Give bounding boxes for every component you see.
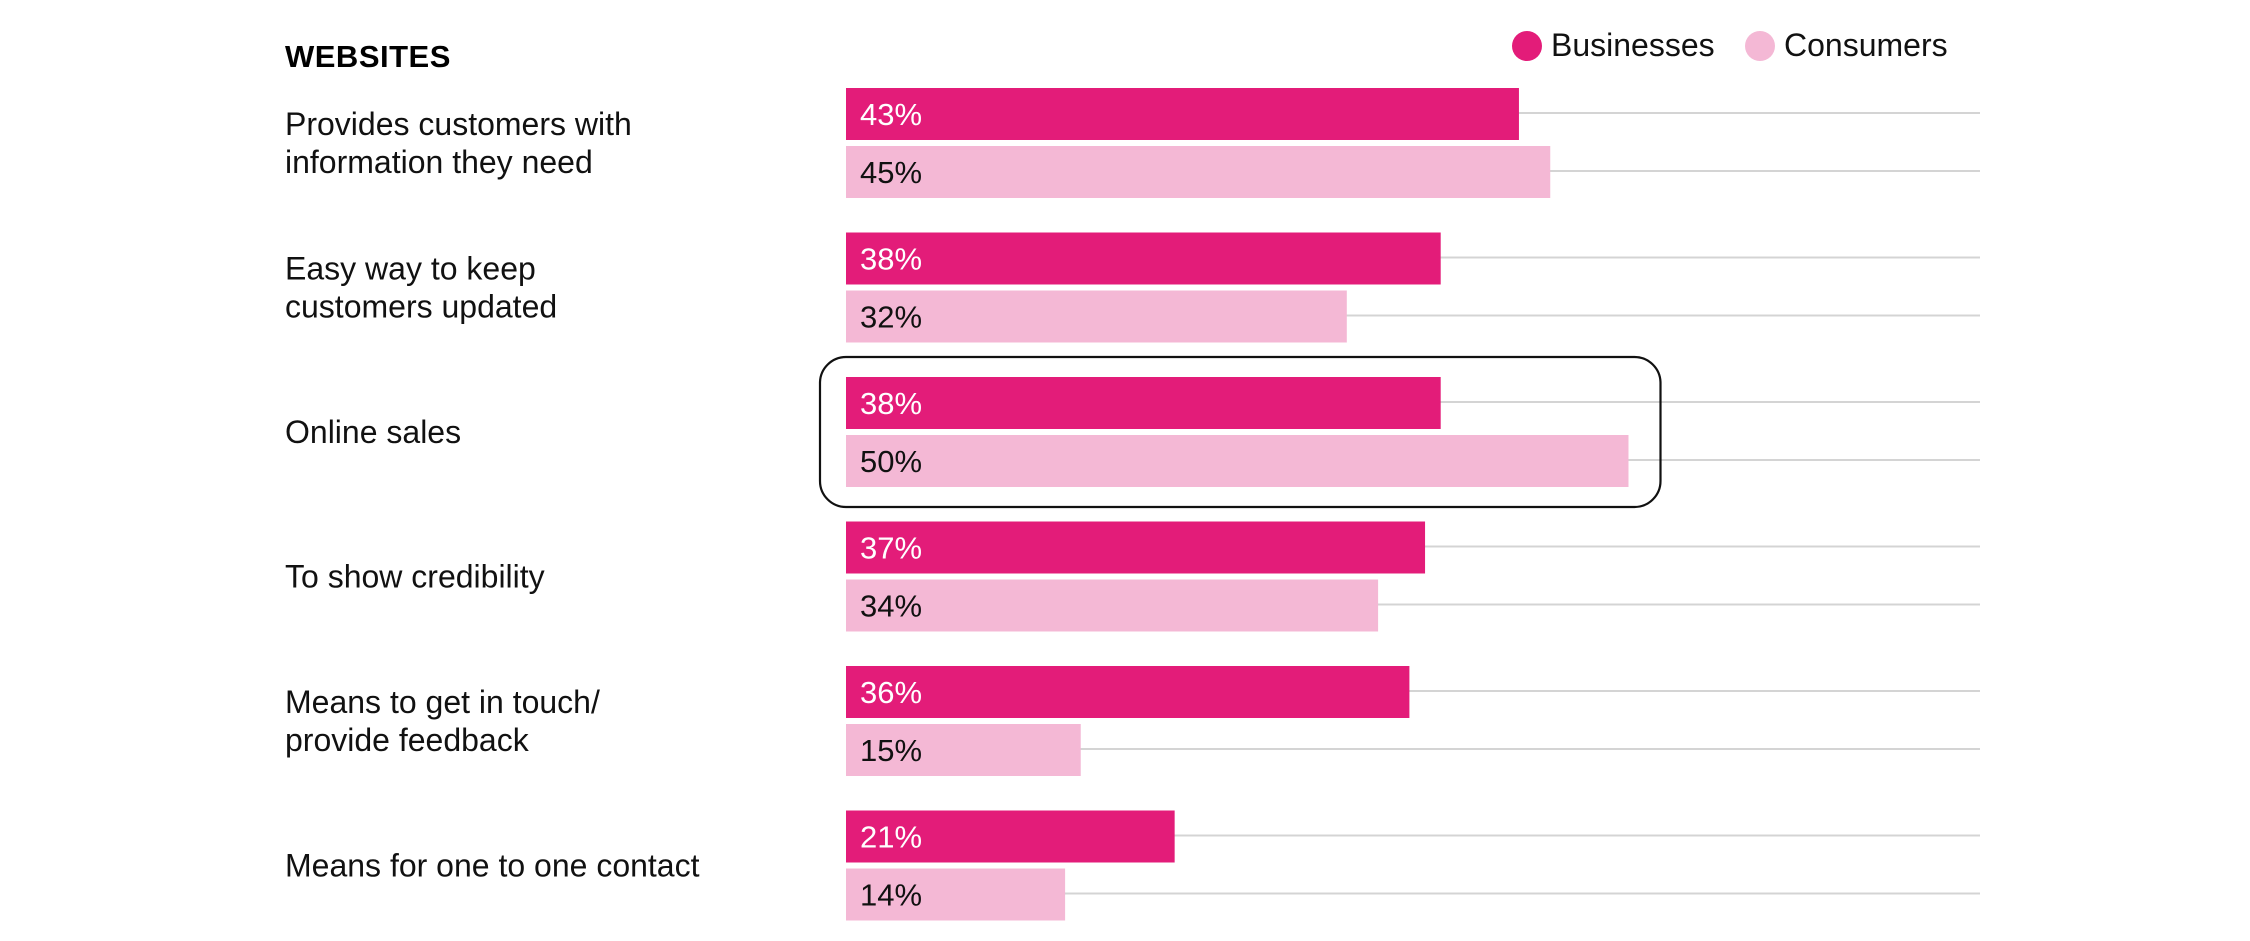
value-label-consumers-provides-customers-with-information-they-need: 45% — [860, 155, 922, 190]
legend-label-businesses: Businesses — [1551, 27, 1715, 63]
legend-swatch-consumers — [1745, 31, 1775, 61]
value-label-consumers-online-sales: 50% — [860, 444, 922, 479]
value-label-businesses-to-show-credibility: 37% — [860, 531, 922, 566]
chart-title: WEBSITES — [285, 39, 451, 74]
value-labels: 43% 45% 38% 32% 38% 50% 37% 34% 36% 15% 21% 14% — [860, 97, 922, 913]
category-label-means-to-get-in-touch-provide-feedback: provide feedback — [285, 722, 530, 758]
bar-consumers-easy-way-to-keep-customers-updated — [846, 290, 1347, 343]
legend: Businesses Consumers — [1512, 27, 1948, 63]
bar-consumers-means-for-one-to-one-contact — [846, 868, 1066, 921]
category-label-provides-customers-with-information-they-need: information they need — [285, 144, 593, 180]
legend-label-consumers: Consumers — [1784, 27, 1948, 63]
category-label-online-sales: Online sales — [285, 414, 461, 450]
bar-consumers-means-to-get-in-touch-provide-feedback — [846, 724, 1081, 776]
value-label-consumers-to-show-credibility: 34% — [860, 589, 922, 624]
value-label-consumers-means-for-one-to-one-contact: 14% — [860, 878, 922, 913]
value-label-businesses-means-for-one-to-one-contact: 21% — [860, 820, 922, 855]
value-label-businesses-easy-way-to-keep-customers-updated: 38% — [860, 242, 922, 277]
value-label-businesses-online-sales: 38% — [860, 386, 922, 421]
category-label-to-show-credibility: To show credibility — [285, 559, 545, 595]
bar-consumers-online-sales — [846, 435, 1629, 487]
bar-businesses-easy-way-to-keep-customers-updated — [846, 232, 1441, 285]
bar-businesses-to-show-credibility — [846, 521, 1426, 574]
category-label-means-for-one-to-one-contact: Means for one to one contact — [285, 848, 700, 884]
bar-businesses-online-sales — [846, 377, 1441, 429]
category-label-easy-way-to-keep-customers-updated: Easy way to keep — [285, 251, 536, 287]
bar-businesses-means-for-one-to-one-contact — [846, 810, 1175, 863]
bar-consumers-provides-customers-with-information-they-need — [846, 146, 1551, 198]
category-label-means-to-get-in-touch-provide-feedback: Means to get in touch/ — [285, 684, 600, 720]
bar-businesses-means-to-get-in-touch-provide-feedback — [846, 666, 1410, 718]
value-label-businesses-means-to-get-in-touch-provide-feedback: 36% — [860, 675, 922, 710]
value-label-consumers-means-to-get-in-touch-provide-feedback: 15% — [860, 733, 922, 768]
value-label-businesses-provides-customers-with-information-they-need: 43% — [860, 97, 922, 132]
category-label-easy-way-to-keep-customers-updated: customers updated — [285, 289, 557, 325]
gridlines — [846, 112, 1980, 895]
legend-swatch-businesses — [1512, 31, 1542, 61]
highlight — [818, 355, 1662, 509]
highlight-box-online-sales — [818, 355, 1662, 509]
category-label-provides-customers-with-information-they-need: Provides customers with — [285, 106, 632, 142]
bar-businesses-provides-customers-with-information-they-need — [846, 88, 1519, 140]
value-label-consumers-easy-way-to-keep-customers-updated: 32% — [860, 300, 922, 335]
bar-consumers-to-show-credibility — [846, 579, 1379, 632]
bars — [846, 88, 1629, 921]
